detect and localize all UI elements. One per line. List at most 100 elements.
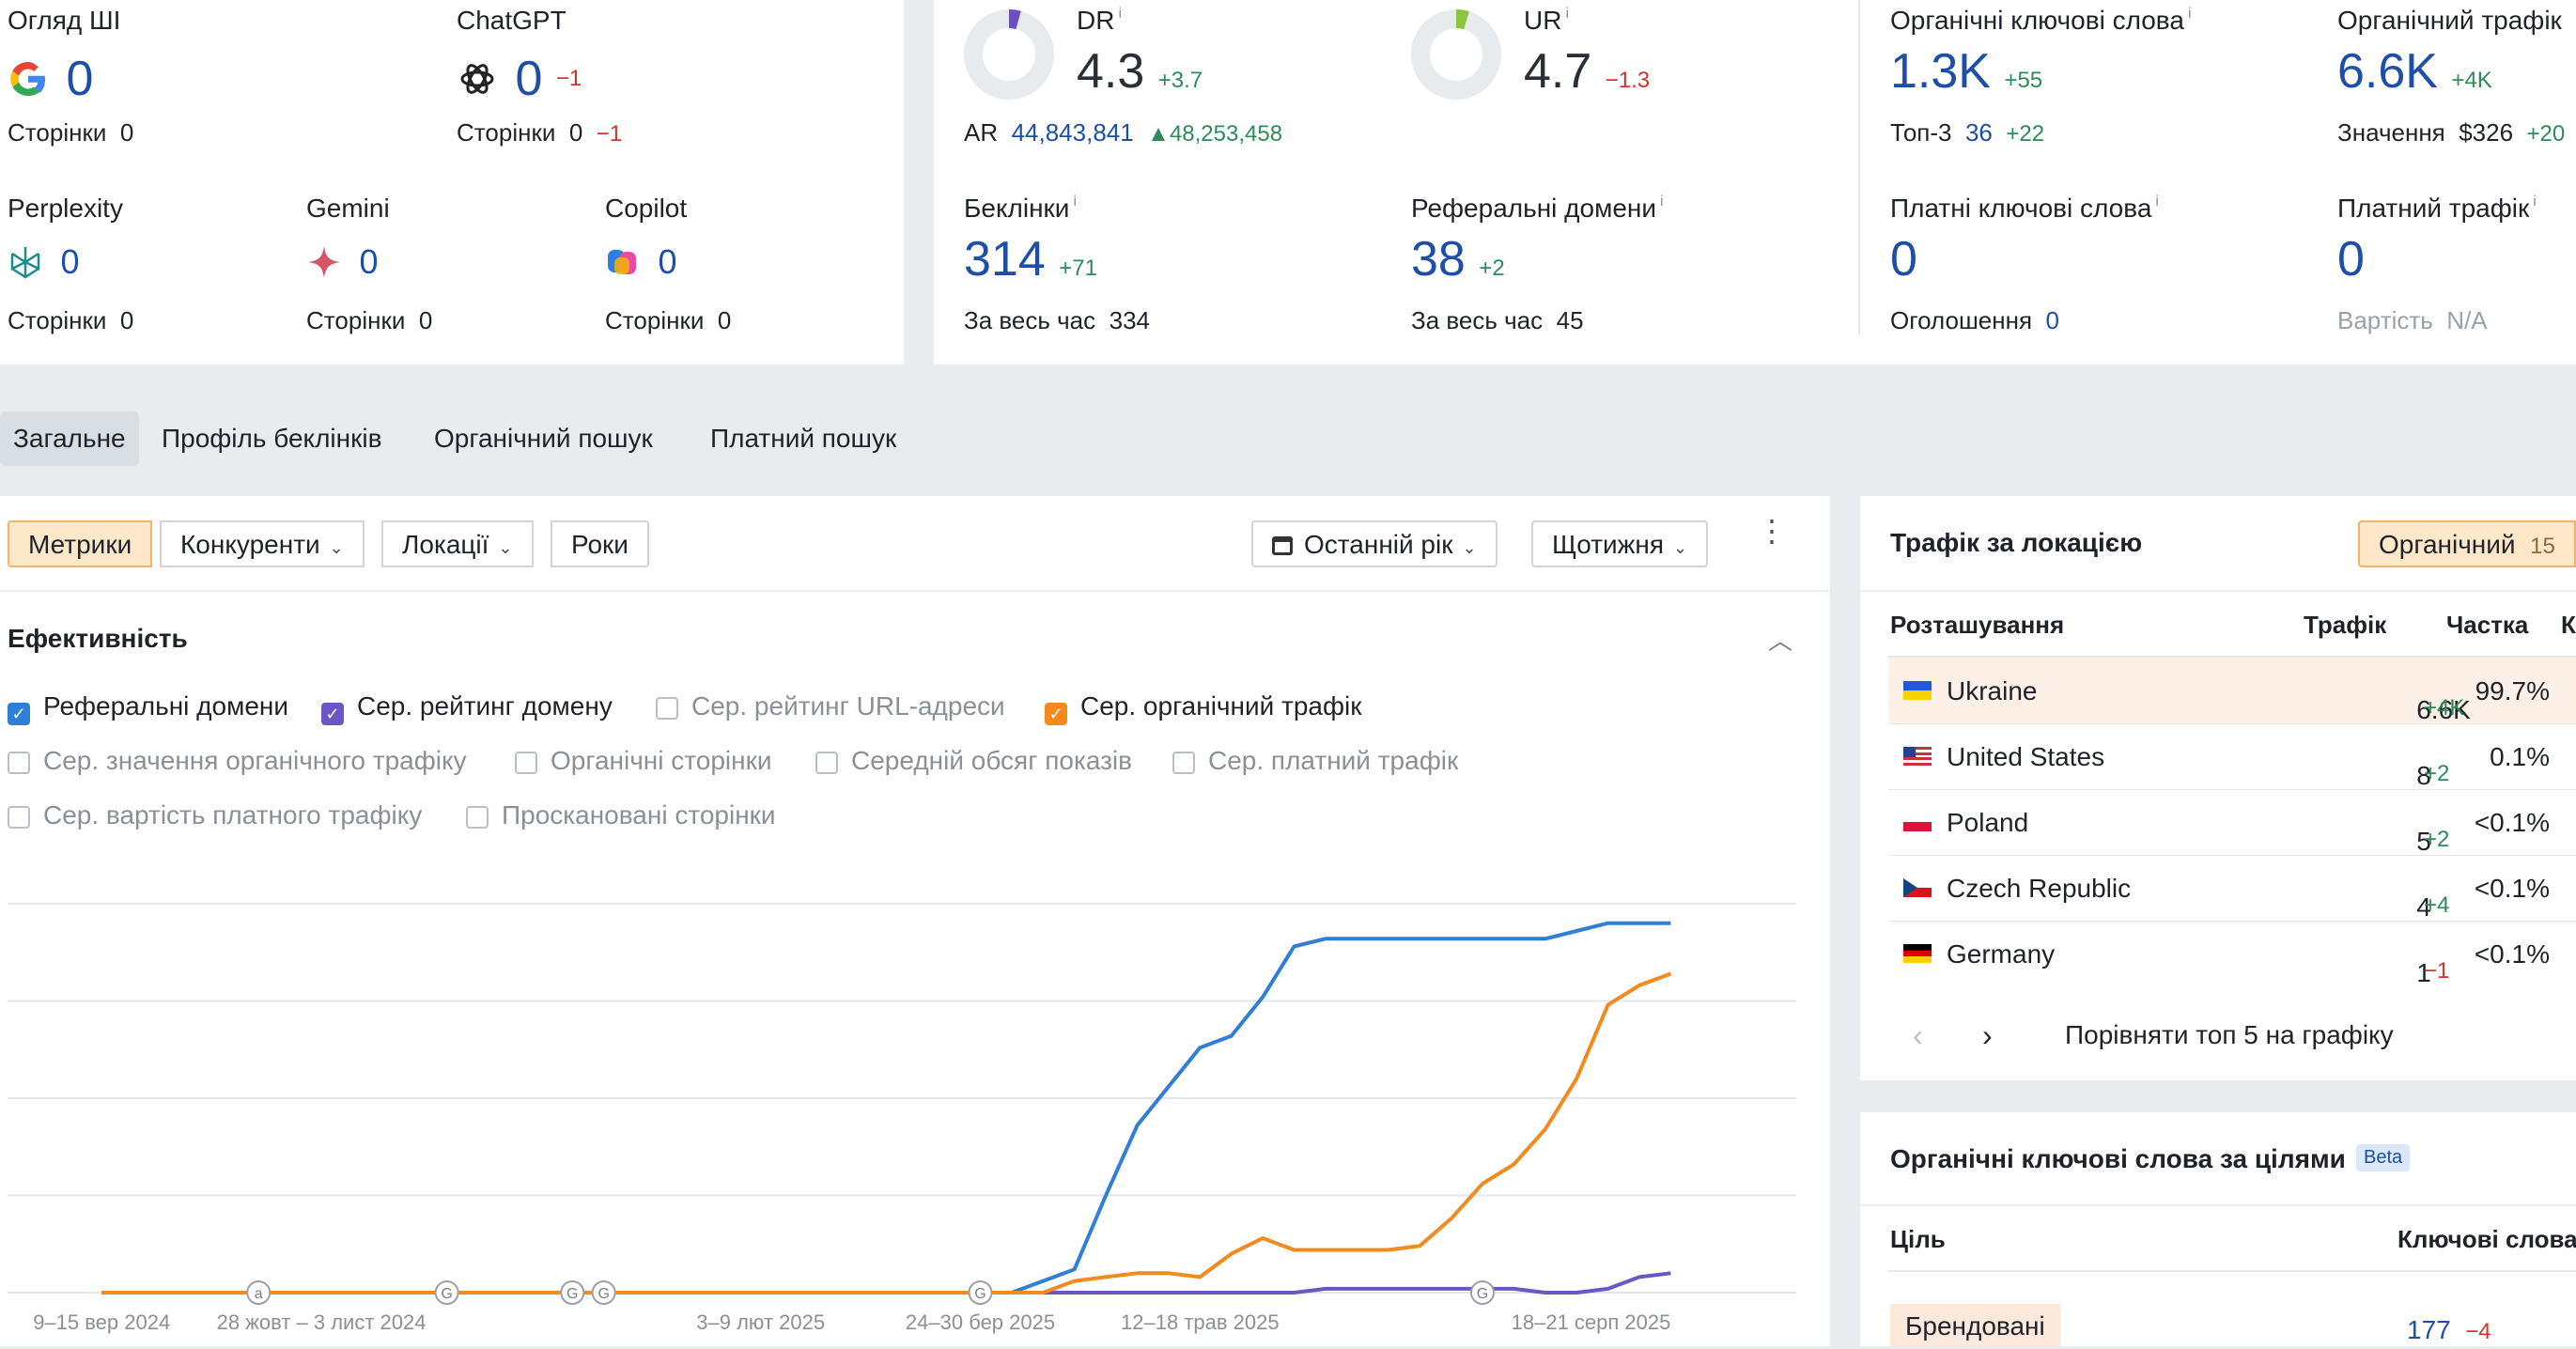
copilot-pages: Сторінки 0 xyxy=(605,306,731,335)
locations-dropdown[interactable]: Локації ⌄ xyxy=(381,520,534,567)
ai-overview-metric[interactable]: 0 xyxy=(8,51,93,107)
col-share[interactable]: Частка xyxy=(2446,611,2529,639)
col-traffic[interactable]: Трафік xyxy=(2304,611,2387,639)
checkbox-avg-paid-traffic[interactable]: Сер. платний трафік xyxy=(1172,746,1458,776)
org-traffic-label: Органічний трафік xyxy=(2337,6,2562,35)
checkbox-refdomains[interactable]: ✓ Реферальні домени xyxy=(8,691,288,725)
divider xyxy=(1888,1270,2576,1272)
competitors-dropdown[interactable]: Конкуренти ⌄ xyxy=(160,520,365,567)
tab-paid-search[interactable]: Платний пошук xyxy=(710,424,897,453)
info-icon[interactable]: i xyxy=(1565,6,1570,22)
copilot-icon xyxy=(608,250,636,274)
series-line-0[interactable] xyxy=(101,921,1671,1295)
pages-value: 0 xyxy=(418,306,433,334)
ar-label: AR xyxy=(964,118,999,147)
ur-metric[interactable]: 4.7 −1.3 xyxy=(1524,43,1650,100)
alltime-value: 334 xyxy=(1109,306,1150,334)
refdomains-alltime: За весь час 45 xyxy=(1411,306,1584,335)
paid-kw-value[interactable]: 0 xyxy=(1890,232,1917,287)
top3-value[interactable]: 36 xyxy=(1964,118,1993,147)
checkbox-avg-impressions[interactable]: Середній обсяг показів xyxy=(815,746,1132,776)
table-row[interactable]: Poland 5 +2 <0.1% xyxy=(1888,789,2576,856)
paid-traffic-value[interactable]: 0 xyxy=(2337,232,2365,287)
google-update-marker[interactable]: a xyxy=(246,1280,272,1305)
series-line-1[interactable] xyxy=(101,1271,1671,1295)
dr-metric[interactable]: 4.3 +3.7 xyxy=(1077,43,1203,100)
chevron-down-icon: ⌄ xyxy=(329,538,344,557)
info-icon[interactable]: i xyxy=(1073,194,1077,209)
org-traffic-metric[interactable]: 6.6K +4K xyxy=(2337,43,2492,100)
tab-backlink-profile[interactable]: Профіль беклінків xyxy=(162,424,382,453)
ai-overview-pages: Сторінки 0 xyxy=(8,118,133,147)
alltime-label: За весь час xyxy=(1411,306,1544,334)
copilot-label: Copilot xyxy=(605,194,688,223)
google-update-marker[interactable]: G xyxy=(968,1280,993,1305)
interval-dropdown[interactable]: Щотижня ⌄ xyxy=(1531,520,1709,567)
col-location[interactable]: Розташування xyxy=(1890,611,2065,639)
checkbox-box xyxy=(515,752,537,774)
checkbox-org-pages[interactable]: Органічні сторінки xyxy=(515,746,771,776)
metrics-button[interactable]: Метрики xyxy=(8,520,153,567)
gemini-value: 0 xyxy=(359,242,379,281)
ads-value[interactable]: 0 xyxy=(2045,306,2059,334)
location-name: United States xyxy=(1947,742,2105,771)
checkbox-box xyxy=(815,752,838,774)
checkbox-avg-dr[interactable]: ✓ Сер. рейтинг домену xyxy=(321,691,613,725)
checkbox-avg-org-traffic[interactable]: ✓ Сер. органічний трафік xyxy=(1045,691,1362,725)
compare-top5-link[interactable]: Порівняти топ 5 на графіку xyxy=(2065,1020,2394,1049)
intent-branded[interactable]: Брендовані xyxy=(1890,1304,2060,1346)
col-keywords[interactable]: Ключові слова xyxy=(2398,1225,2576,1253)
pages-label: Сторінки xyxy=(8,118,107,147)
pages-value: 0 xyxy=(119,118,134,147)
series-line-2[interactable] xyxy=(101,971,1672,1295)
col-extra[interactable]: К xyxy=(2561,611,2576,639)
info-icon[interactable]: i xyxy=(1660,194,1664,209)
table-row[interactable]: Czech Republic 4 +4 <0.1% xyxy=(1888,855,2576,922)
traffic-delta: +4 xyxy=(2424,892,2450,918)
more-menu-icon[interactable]: ⋮ xyxy=(1757,514,1787,548)
next-page-icon[interactable]: › xyxy=(1982,1018,1993,1052)
prev-page-icon[interactable]: ‹ xyxy=(1913,1018,1923,1052)
org-kw-label-text: Органічні ключові слова xyxy=(1890,6,2184,35)
tab-general[interactable]: Загальне xyxy=(0,411,139,466)
info-icon[interactable]: i xyxy=(2155,194,2159,209)
col-intent[interactable]: Ціль xyxy=(1890,1225,1946,1253)
org-kw-delta: +55 xyxy=(2004,68,2043,93)
cost-label: Вартість xyxy=(2337,306,2433,334)
table-row[interactable]: Germany 1 −1 <0.1% xyxy=(1888,921,2576,987)
paid-kw-label: Платні ключові слова i xyxy=(1890,194,2159,224)
backlinks-metric[interactable]: 314 +71 xyxy=(964,231,1097,287)
google-update-marker[interactable]: G xyxy=(434,1280,459,1305)
tab-organic-search[interactable]: Органічний пошук xyxy=(434,424,653,453)
divider xyxy=(1860,590,2576,592)
google-update-marker[interactable]: G xyxy=(591,1280,616,1305)
info-icon[interactable]: i xyxy=(2187,6,2192,22)
table-row[interactable]: Ukraine 6.6K +4K 99.7% xyxy=(1888,658,2576,724)
google-update-marker[interactable]: G xyxy=(560,1280,585,1305)
intent-branded-keywords[interactable]: 177 −4 xyxy=(2407,1315,2491,1345)
chatgpt-metric[interactable]: 0 −1 xyxy=(457,51,582,107)
checkbox-avg-ur[interactable]: Сер. рейтинг URL-адреси xyxy=(656,691,1005,721)
checkbox-avg-org-value[interactable]: Сер. значення органічного трафіку xyxy=(8,746,467,776)
collapse-chevron-icon[interactable]: ︿ xyxy=(1768,627,1793,655)
performance-chart[interactable]: a G G G G G 9–15 вер 2024 28 жовт – 3 лист 202… xyxy=(0,883,1830,1346)
perplexity-metric[interactable]: 0 xyxy=(8,242,79,282)
performance-card xyxy=(0,496,1830,1346)
info-icon[interactable]: i xyxy=(2533,194,2537,209)
info-icon[interactable]: i xyxy=(1118,6,1123,22)
cost-value: N/A xyxy=(2446,306,2488,334)
checkbox-avg-paid-cost[interactable]: Сер. вартість платного трафіку xyxy=(8,800,422,830)
google-update-marker[interactable]: G xyxy=(1469,1280,1495,1305)
table-row[interactable]: United States 8 +2 0.1% xyxy=(1888,723,2576,790)
checkbox-crawled-pages[interactable]: Проскановані сторінки xyxy=(466,800,776,830)
ar-value[interactable]: 44,843,841 xyxy=(1011,118,1134,147)
organic-filter-button[interactable]: Органічний 15 xyxy=(2358,520,2576,567)
traffic-value: 6.6K xyxy=(2416,695,2471,724)
period-dropdown[interactable]: Останній рік ⌄ xyxy=(1251,520,1497,567)
years-button[interactable]: Роки xyxy=(551,520,649,567)
org-kw-metric[interactable]: 1.3K +55 xyxy=(1890,43,2042,100)
refdomains-metric[interactable]: 38 +2 xyxy=(1411,231,1505,287)
gemini-metric[interactable]: 0 xyxy=(306,242,378,282)
gemini-pages: Сторінки 0 xyxy=(306,306,432,335)
copilot-metric[interactable]: 0 xyxy=(605,242,676,282)
